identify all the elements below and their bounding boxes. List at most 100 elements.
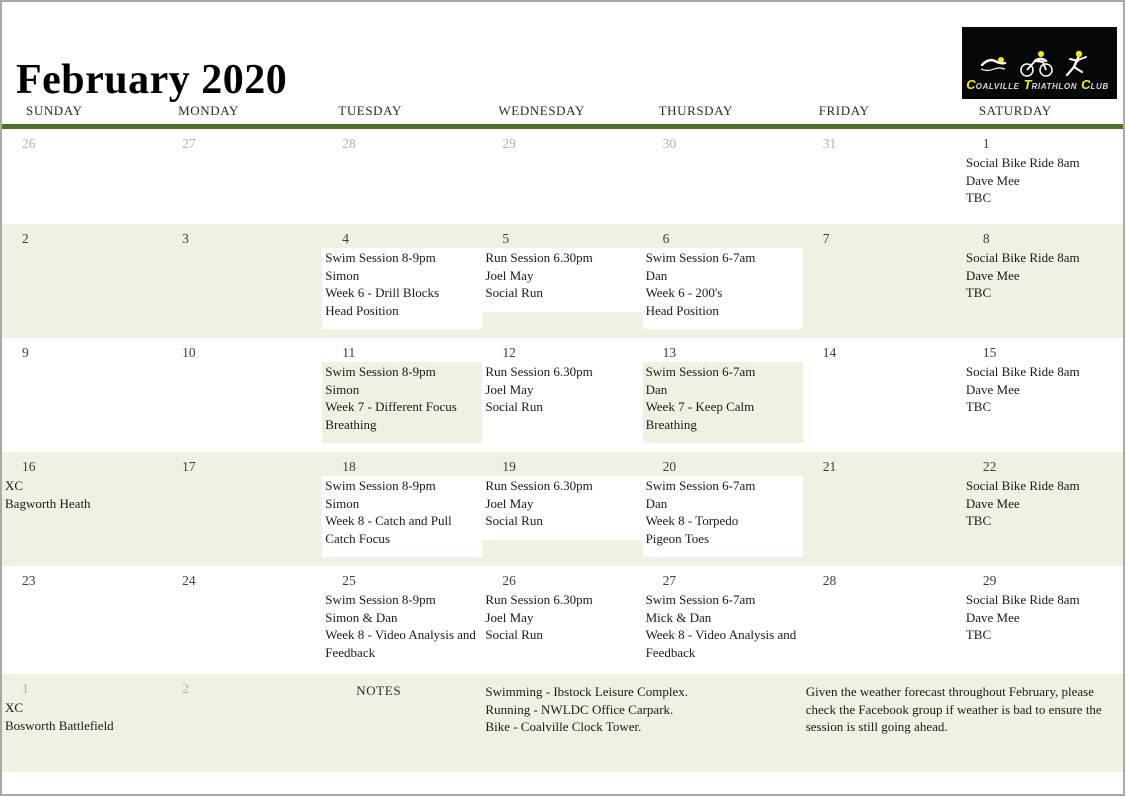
week-row: 2 3 4 Swim Session 8-9pm Simon Week 6 - Drill… xyxy=(2,224,1123,338)
event-block: Swim Session 8-9pm Simon & Dan Week 8 - Vi… xyxy=(322,590,482,671)
event-line: Week 8 - Video Analysis and Feedback xyxy=(325,627,476,660)
event-block: Swim Session 6-7am Dan Week 6 - 200's Head … xyxy=(642,248,803,329)
event-line: Bosworth Battlefield xyxy=(5,717,114,733)
event-line: XC xyxy=(5,700,24,715)
event-line: Swim Session 8-9pm xyxy=(325,364,436,379)
day-number: 2 xyxy=(182,681,189,696)
event-block: Social Bike Ride 8am Dave Mee TBC xyxy=(963,590,1123,654)
calendar-grid: 26 27 28 29 30 31 1 Social Bike Ride 8am Dave Me… xyxy=(2,129,1123,772)
day-number: 8 xyxy=(982,231,990,246)
week-row: 26 27 28 29 30 31 1 Social Bike Ride 8am Dave Me… xyxy=(2,129,1123,224)
event-line: Head Position xyxy=(325,302,399,318)
day-number: 27 xyxy=(662,573,677,588)
day-number: 13 xyxy=(662,345,677,360)
day-number: 9 xyxy=(22,345,29,360)
event-block: Swim Session 6-7am Dan Week 8 - Torpedo Pig… xyxy=(642,476,803,557)
day-cell: 19 Run Session 6.30pm Joel May Social Run xyxy=(482,452,643,566)
week-row: 16 XC Bagworth Heath 17 18 Swim Session 8-9pm… xyxy=(2,452,1123,566)
event-line: Swim Session 8-9pm xyxy=(325,250,436,265)
event-line: TBC xyxy=(965,285,992,300)
day-number: 12 xyxy=(502,345,516,360)
event-line: Social Bike Ride 8am xyxy=(965,478,1080,493)
day-number: 2 xyxy=(22,231,29,246)
weekday-label: FRIDAY xyxy=(818,103,870,118)
event-line: Breathing xyxy=(325,416,377,432)
day-cell: 21 xyxy=(803,452,963,566)
day-cell: 14 xyxy=(803,338,963,452)
event-block: Swim Session 8-9pm Simon Week 8 - Catch an… xyxy=(322,476,483,557)
day-number: 23 xyxy=(22,573,36,588)
weekday-label: TUESDAY xyxy=(338,103,402,118)
event-block: Swim Session 8-9pm Simon Week 6 - Drill Bl… xyxy=(322,248,483,329)
event-line: Joel May xyxy=(485,495,534,511)
logo-word: CLUB xyxy=(1081,77,1109,92)
day-number: 5 xyxy=(502,231,510,246)
event-line: Social Bike Ride 8am xyxy=(965,364,1080,379)
event-line: XC xyxy=(5,478,24,493)
event-line: Week 8 - Torpedo xyxy=(645,513,739,528)
event-line: Simon xyxy=(325,381,360,397)
weekday-label: MONDAY xyxy=(178,103,240,118)
event-line: Head Position xyxy=(645,302,719,318)
event-line: Week 6 - Drill Blocks xyxy=(325,285,440,300)
event-line: Week 7 - Different Focus xyxy=(325,399,457,414)
day-cell: 11 Swim Session 8-9pm Simon Week 7 - Differ… xyxy=(322,338,483,452)
event-line: Run Session 6.30pm xyxy=(485,478,593,493)
day-cell: 10 xyxy=(162,338,322,452)
day-cell: 8 Social Bike Ride 8am Dave Mee TBC xyxy=(963,224,1123,338)
notes-location-line: Swimming - Ibstock Leisure Complex. xyxy=(485,684,688,699)
day-cell: 20 Swim Session 6-7am Dan Week 8 - Torpedo P… xyxy=(642,452,803,566)
day-number: 14 xyxy=(822,345,837,360)
day-cell: 26 xyxy=(2,129,162,224)
weather-note-text: Given the weather forecast throughout Fe… xyxy=(805,684,1102,734)
day-number: 29 xyxy=(502,136,516,151)
weekday-label: THURSDAY xyxy=(658,103,733,118)
event-line: Catch Focus xyxy=(325,530,390,546)
weekday-header: SUNDAY MONDAY TUESDAY WEDNESDAY THURSDAY… xyxy=(2,98,1123,124)
event-line: Pigeon Toes xyxy=(645,530,710,546)
day-number: 27 xyxy=(182,136,196,151)
day-cell: 31 xyxy=(803,129,963,224)
day-number: 19 xyxy=(502,459,516,474)
event-block: Run Session 6.30pm Joel May Social Run xyxy=(482,248,643,312)
event-line: Run Session 6.30pm xyxy=(485,592,593,607)
weekday-label: SUNDAY xyxy=(26,103,83,118)
event-line: Week 8 - Video Analysis and Feedback xyxy=(645,627,797,660)
event-line: Dave Mee xyxy=(965,267,1020,283)
day-number: 29 xyxy=(982,573,997,588)
day-cell: 15 Social Bike Ride 8am Dave Mee TBC xyxy=(963,338,1123,452)
triathlon-athletes-graphic xyxy=(980,50,1087,77)
event-block: Run Session 6.30pm Joel May Social Run xyxy=(482,362,642,426)
day-cell: 2 xyxy=(2,224,162,338)
day-cell: 4 Swim Session 8-9pm Simon Week 6 - Drill B… xyxy=(322,224,483,338)
day-number: 6 xyxy=(662,231,670,246)
notes-label: NOTES xyxy=(356,683,402,698)
day-number: 7 xyxy=(822,231,830,246)
logo-word: TRIATHLON xyxy=(1023,77,1078,92)
event-block: Social Bike Ride 8am Dave Mee TBC xyxy=(963,476,1123,540)
day-cell: 9 xyxy=(2,338,162,452)
day-number: 16 xyxy=(22,459,36,474)
day-number: 22 xyxy=(982,459,997,474)
notes-location-line: Bike - Coalville Clock Tower. xyxy=(485,719,642,734)
event-line: Social Run xyxy=(485,513,543,528)
event-block: Social Bike Ride 8am Dave Mee TBC xyxy=(963,248,1123,312)
weekday-label: WEDNESDAY xyxy=(498,103,585,118)
event-block: XC Bosworth Battlefield xyxy=(2,698,162,744)
event-line: Week 6 - 200's xyxy=(645,285,723,300)
event-line: Simon xyxy=(325,267,360,283)
day-number: 31 xyxy=(822,136,837,151)
day-cell: 6 Swim Session 6-7am Dan Week 6 - 200's Head… xyxy=(642,224,803,338)
event-line: Joel May xyxy=(485,267,534,283)
event-line: TBC xyxy=(965,399,992,414)
day-cell: 26 Run Session 6.30pm Joel May Social Run xyxy=(482,566,642,674)
event-block: Social Bike Ride 8am Dave Mee TBC xyxy=(963,362,1123,426)
day-cell: 28 xyxy=(803,566,963,674)
footer-row: 1 XC Bosworth Battlefield 2 NOTES Swimmi… xyxy=(2,674,1123,772)
event-block: Swim Session 6-7am Dan Week 7 - Keep Calm B… xyxy=(642,362,803,443)
day-cell: 17 xyxy=(162,452,322,566)
day-cell: 30 xyxy=(643,129,803,224)
event-line: Dan xyxy=(645,381,668,397)
day-number: 28 xyxy=(822,573,837,588)
